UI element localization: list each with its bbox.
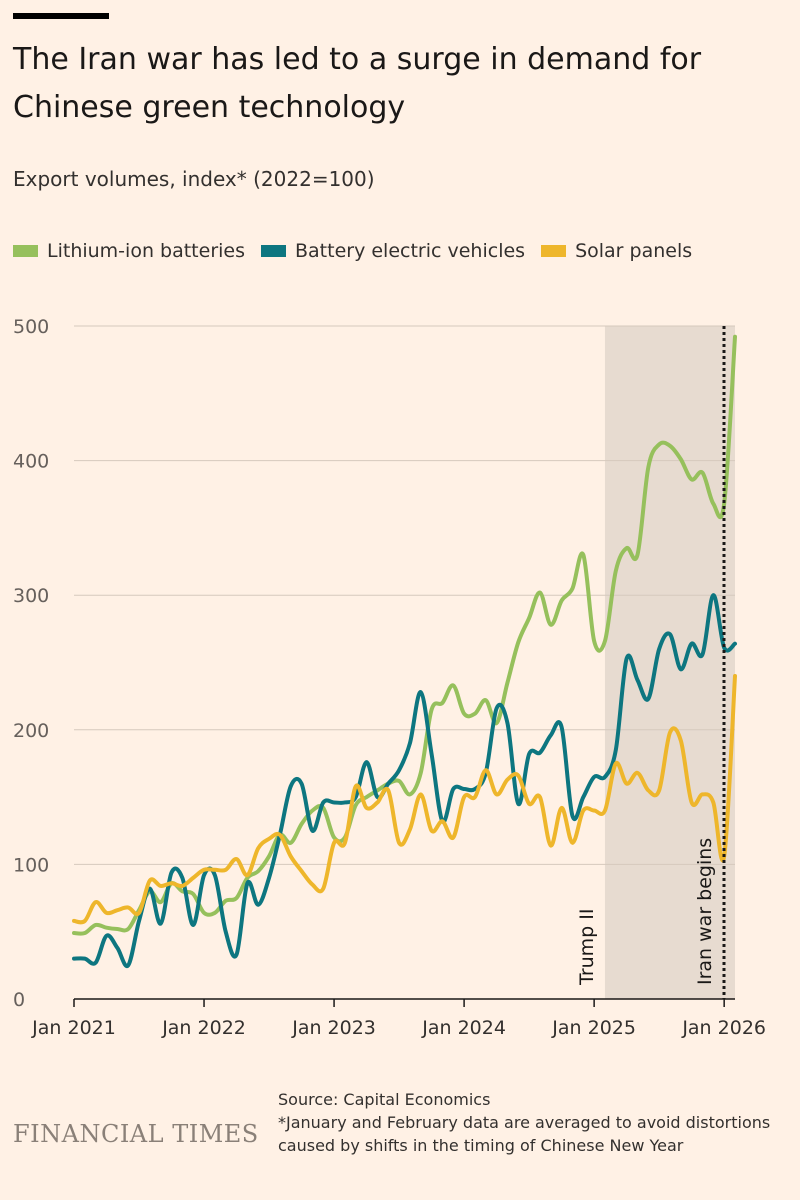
legend-item-bev: Battery electric vehicles bbox=[261, 240, 525, 262]
y-tick-label: 300 bbox=[13, 585, 49, 607]
legend-label-lithium: Lithium-ion batteries bbox=[47, 240, 245, 262]
y-tick-label: 200 bbox=[13, 720, 49, 742]
line-chart: 0 100 200 300 400 500 Trump II Iran war begins… bbox=[13, 316, 766, 1039]
legend-label-solar: Solar panels bbox=[575, 240, 693, 262]
brand-bar bbox=[13, 13, 109, 19]
legend-swatch-lithium bbox=[13, 245, 38, 257]
series-line-1 bbox=[72, 593, 737, 969]
x-tick-label: Jan 2022 bbox=[161, 1017, 246, 1039]
x-tick-label: Jan 2026 bbox=[681, 1017, 766, 1039]
footnotes: Source: Capital Economics *January and F… bbox=[278, 1088, 788, 1157]
legend-swatch-solar bbox=[541, 245, 567, 257]
legend: Lithium-ion batteries Battery electric v… bbox=[13, 240, 708, 262]
x-tick-label: Jan 2025 bbox=[551, 1017, 636, 1039]
x-tick-label: Jan 2024 bbox=[421, 1017, 506, 1039]
iran-war-label: Iran war begins bbox=[694, 838, 716, 985]
y-tick-label: 0 bbox=[13, 989, 25, 1011]
x-tick-label: Jan 2021 bbox=[31, 1017, 116, 1039]
legend-swatch-bev bbox=[261, 245, 286, 257]
y-tick-label: 400 bbox=[13, 451, 49, 473]
x-tick-label: Jan 2023 bbox=[291, 1017, 376, 1039]
legend-item-solar: Solar panels bbox=[541, 240, 692, 262]
chart-subtitle: Export volumes, index* (2022=100) bbox=[13, 167, 375, 191]
footnote: *January and February data are averaged … bbox=[278, 1113, 771, 1155]
legend-item-lithium: Lithium-ion batteries bbox=[13, 240, 245, 262]
chart-title: The Iran war has led to a surge in deman… bbox=[13, 42, 702, 125]
y-tick-label: 100 bbox=[13, 854, 49, 876]
legend-label-bev: Battery electric vehicles bbox=[295, 240, 526, 262]
ft-logo: FINANCIAL TIMES bbox=[13, 1120, 259, 1148]
trump-ii-label: Trump II bbox=[576, 909, 598, 986]
series-line-2 bbox=[72, 673, 737, 925]
source-note: Source: Capital Economics bbox=[278, 1090, 491, 1109]
y-tick-label: 500 bbox=[13, 316, 49, 338]
